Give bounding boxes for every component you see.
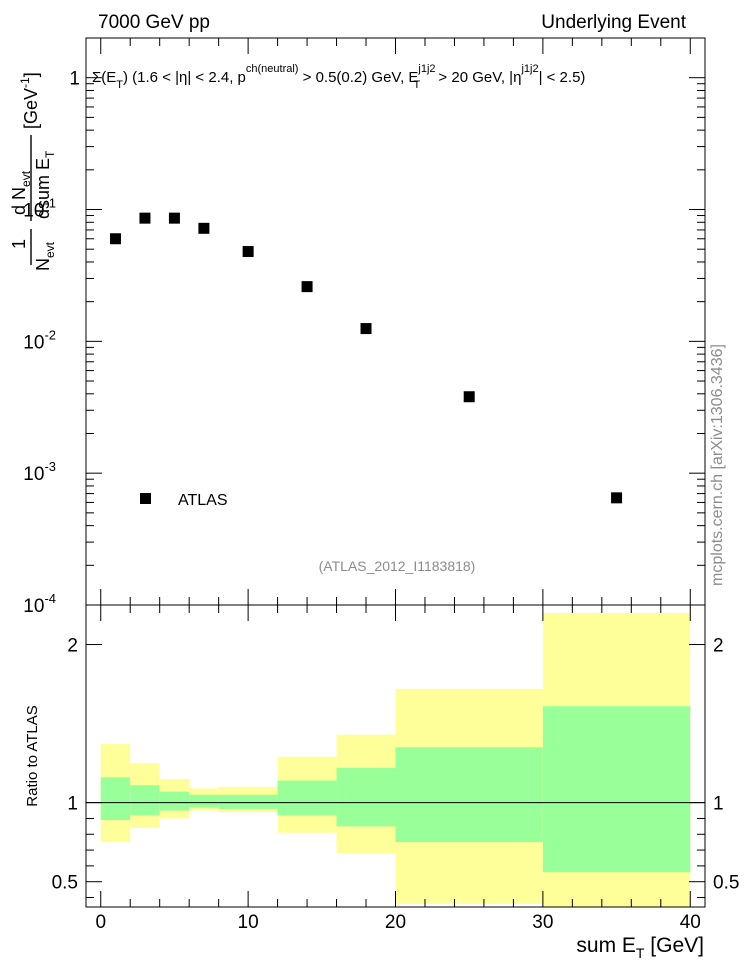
mcplots-credit: mcplots.cern.ch [arXiv:1306.3436] xyxy=(709,344,726,586)
main-y-tick-labels: 110-110-210-310-4 xyxy=(23,69,80,617)
data-point xyxy=(463,391,475,403)
main-y-tick-label: 10-3 xyxy=(23,459,56,485)
data-point xyxy=(198,222,210,234)
x-tick-label: 0 xyxy=(95,912,106,933)
ratio-inner-band xyxy=(336,767,396,827)
ratio-inner-band xyxy=(130,785,160,816)
legend-label-atlas: ATLAS xyxy=(178,492,228,509)
ratio-y-axis-title: Ratio to ATLAS xyxy=(24,705,41,806)
ratio-inner-band xyxy=(159,791,190,811)
main-data-points xyxy=(109,212,623,504)
analysis-tag: (ATLAS_2012_I1183818) xyxy=(319,558,476,574)
data-point xyxy=(139,212,151,224)
main-axis-ticks xyxy=(86,37,705,606)
legend-marker-atlas xyxy=(140,493,151,504)
x-tick-label: 10 xyxy=(238,912,259,933)
ratio-y-tick-label: 2 xyxy=(67,636,78,657)
ratio-inner-band xyxy=(277,780,337,816)
ratio-inner-band xyxy=(218,794,278,809)
data-point xyxy=(301,281,313,293)
ratio-axis-ticks xyxy=(86,605,705,907)
energy-label: 7000 GeV pp xyxy=(98,12,210,33)
data-point xyxy=(360,323,372,335)
x-tick-label: 20 xyxy=(385,912,406,933)
data-point xyxy=(168,212,180,224)
ratio-panel: 0 10 20 30 40 0.5 0.5 1 1 2 2 Ratio to ATLAS sum E… xyxy=(24,604,740,961)
svg-text:Nevt: Nevt xyxy=(33,241,57,271)
x-tick-label: 40 xyxy=(680,912,701,933)
ratio-inner-band xyxy=(542,706,691,873)
ratio-inner-band xyxy=(100,777,131,821)
ratio-y-tick-label-right: 0.5 xyxy=(713,873,739,894)
ratio-inner-band xyxy=(189,794,219,808)
ratio-inner-band xyxy=(395,747,543,843)
ratio-y-tick-label-right: 2 xyxy=(713,636,724,657)
data-point xyxy=(109,233,121,245)
ratio-uncertainty-bands xyxy=(100,612,691,907)
main-y-tick-label: 10-4 xyxy=(23,591,56,617)
ratio-y-tick-label: 0.5 xyxy=(52,873,78,894)
x-tick-label: 30 xyxy=(532,912,553,933)
main-frame xyxy=(85,37,706,606)
data-point xyxy=(611,492,623,504)
main-panel: 110-110-210-310-4 Σ(ET) (1.6 < |η| < 2.4… xyxy=(9,37,706,617)
ratio-y-tick-label-right: 1 xyxy=(713,794,724,815)
ratio-tick-labels: 0 10 20 30 40 0.5 0.5 1 1 2 2 xyxy=(52,636,740,933)
x-axis-title: sum ET [GeV] xyxy=(576,934,704,961)
ratio-y-tick-label: 1 xyxy=(67,794,78,815)
main-y-tick-label: 1 xyxy=(69,69,80,90)
main-plot-title: Σ(ET) (1.6 < |η| < 2.4, pch(neutral) > 0… xyxy=(92,63,585,91)
svg-text:[GeV-1]: [GeV-1] xyxy=(18,72,41,129)
process-label: Underlying Event xyxy=(541,12,686,33)
data-point xyxy=(242,246,254,258)
main-y-axis-title: 1 Nevt d Nevt dsum ET [GeV-1] xyxy=(9,72,57,271)
main-y-tick-label: 10-2 xyxy=(23,327,56,353)
svg-text:1: 1 xyxy=(9,239,29,249)
